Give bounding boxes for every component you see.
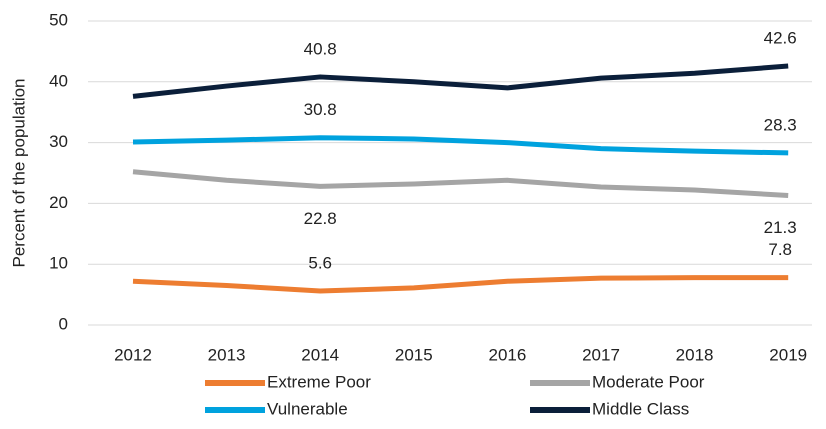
- data-label: 22.8: [304, 209, 337, 228]
- data-label: 5.6: [308, 253, 332, 272]
- y-axis-label: Percent of the population: [9, 78, 28, 267]
- legend-label: Extreme Poor: [267, 372, 371, 391]
- data-label: 7.8: [768, 240, 792, 259]
- data-label: 21.3: [764, 218, 797, 237]
- series-line: [132, 63, 789, 99]
- x-tick-label: 2016: [488, 345, 526, 364]
- x-tick-label: 2018: [676, 345, 714, 364]
- data-label: 40.8: [304, 39, 337, 58]
- x-tick-label: 2012: [114, 345, 152, 364]
- legend-label: Moderate Poor: [592, 372, 705, 391]
- y-tick-label: 0: [59, 314, 68, 333]
- x-tick-label: 2019: [769, 345, 807, 364]
- y-tick-label: 50: [49, 10, 68, 29]
- legend-label: Middle Class: [592, 399, 689, 418]
- x-tick-label: 2014: [301, 345, 339, 364]
- data-label: 30.8: [304, 100, 337, 119]
- series-line: [132, 169, 789, 198]
- data-label: 42.6: [764, 28, 797, 47]
- y-tick-label: 10: [49, 254, 68, 273]
- series-line: [132, 135, 789, 156]
- y-tick-label: 30: [49, 132, 68, 151]
- y-tick-label: 20: [49, 193, 68, 212]
- y-tick-label: 40: [49, 71, 68, 90]
- series-line: [132, 275, 789, 294]
- x-tick-label: 2017: [582, 345, 620, 364]
- x-tick-label: 2013: [208, 345, 246, 364]
- x-tick-label: 2015: [395, 345, 433, 364]
- legend-label: Vulnerable: [267, 399, 348, 418]
- data-label: 28.3: [764, 115, 797, 134]
